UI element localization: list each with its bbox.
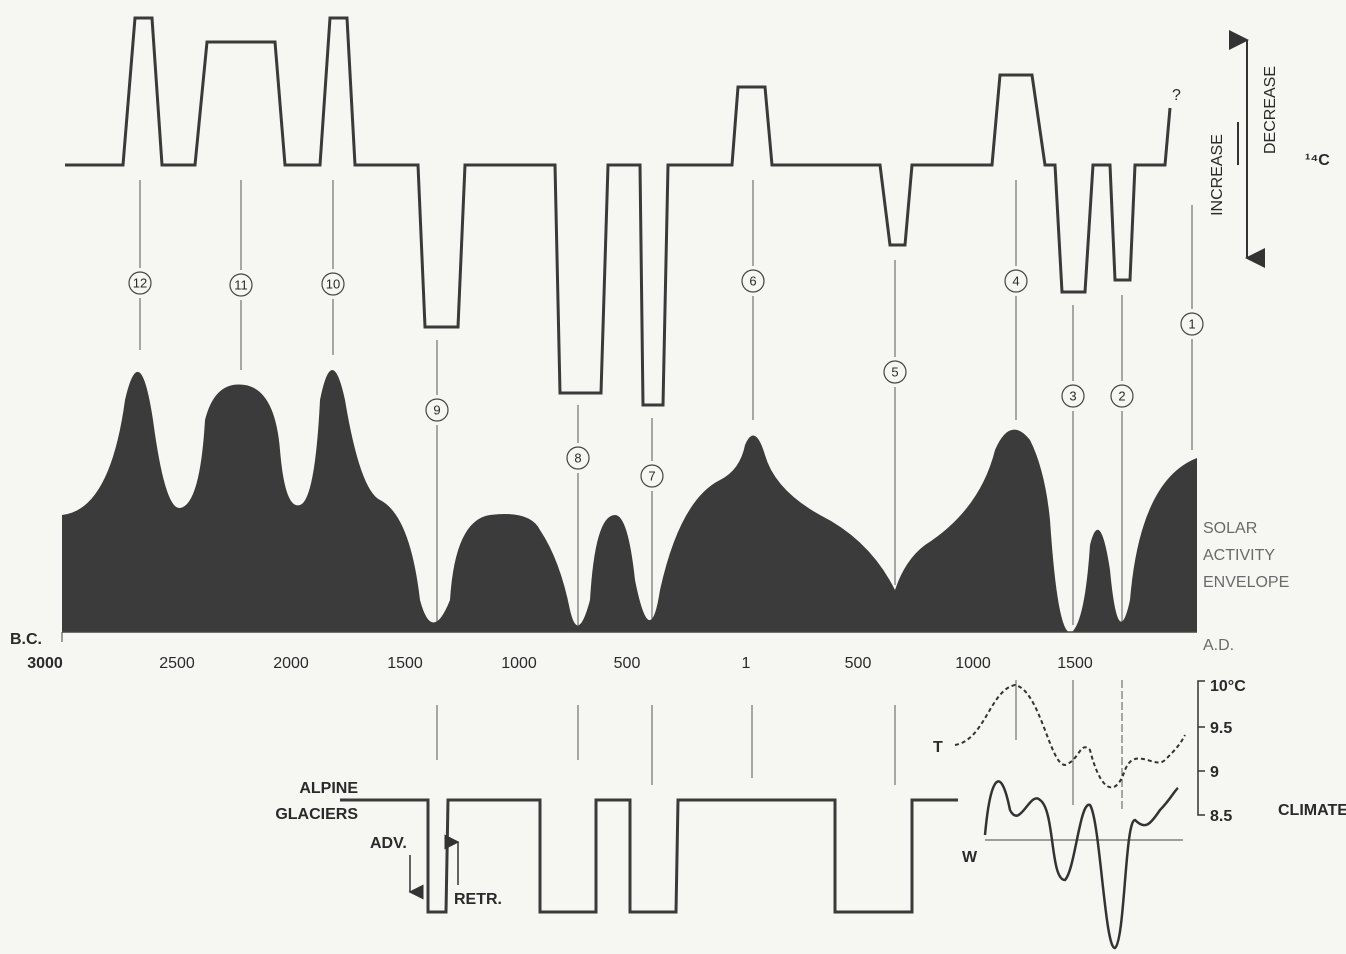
- solar-envelope: [62, 370, 1197, 633]
- event: 4: [1012, 273, 1019, 288]
- connectors: [139, 180, 1193, 810]
- event: 10: [326, 276, 340, 291]
- glacier-curve: [340, 798, 958, 914]
- t-label: T: [933, 739, 943, 756]
- climate-scale: 8.5: [1210, 808, 1232, 825]
- time-tick-label: 1000: [955, 655, 991, 672]
- temperature-curve: [954, 683, 1186, 789]
- event: 1: [1188, 316, 1195, 331]
- event: 12: [133, 275, 147, 290]
- increase-label: INCREASE: [1209, 134, 1226, 216]
- event: 6: [749, 273, 756, 288]
- decrease-label: DECREASE: [1262, 66, 1279, 154]
- climate-scale: 9.5: [1210, 720, 1232, 737]
- time-tick-label: 500: [845, 655, 872, 672]
- glacier-label: ALPINE: [299, 780, 358, 797]
- event: 5: [891, 364, 898, 379]
- time-tick-label: 1: [742, 655, 751, 672]
- time-tick-label: 500: [614, 655, 641, 672]
- climate-scale: 9: [1210, 764, 1219, 781]
- time-tick-label: 1500: [1057, 655, 1093, 672]
- time-ticks: 3000 2500 2000 1500 1000 500 1 500 1000 …: [27, 655, 1093, 672]
- query: ?: [1172, 87, 1181, 104]
- c14-curve: [65, 16, 1172, 407]
- event: 8: [574, 450, 581, 465]
- bc-label: B.C.: [10, 631, 42, 648]
- climate-axis: [1197, 680, 1205, 816]
- event-markers: 1 2 3 4 5 6 7 8 9 10 11 12: [128, 269, 1204, 488]
- time-tick-label: 3000: [27, 655, 63, 672]
- time-tick-label: 1500: [387, 655, 423, 672]
- retreat-label: RETR.: [454, 891, 502, 908]
- envelope-label: ENVELOPE: [1203, 574, 1289, 591]
- time-tick-label: 2500: [159, 655, 195, 672]
- event: 9: [433, 402, 440, 417]
- climate-scale: 10°C: [1210, 678, 1246, 695]
- ad-label: A.D.: [1203, 637, 1234, 654]
- wetness-curve: [983, 780, 1179, 950]
- time-tick-label: 1000: [501, 655, 537, 672]
- envelope-label: ACTIVITY: [1203, 547, 1275, 564]
- event: 7: [648, 468, 655, 483]
- event: 3: [1069, 388, 1076, 403]
- envelope-label: SOLAR: [1203, 520, 1257, 537]
- event: 11: [234, 277, 248, 292]
- w-label: W: [962, 849, 978, 866]
- glacier-label: GLACIERS: [275, 806, 358, 823]
- event: 2: [1118, 388, 1125, 403]
- climate-label: CLIMATE: [1278, 802, 1346, 819]
- advance-label: ADV.: [370, 835, 407, 852]
- time-tick-label: 2000: [273, 655, 309, 672]
- c14-label: ¹⁴C: [1305, 152, 1330, 169]
